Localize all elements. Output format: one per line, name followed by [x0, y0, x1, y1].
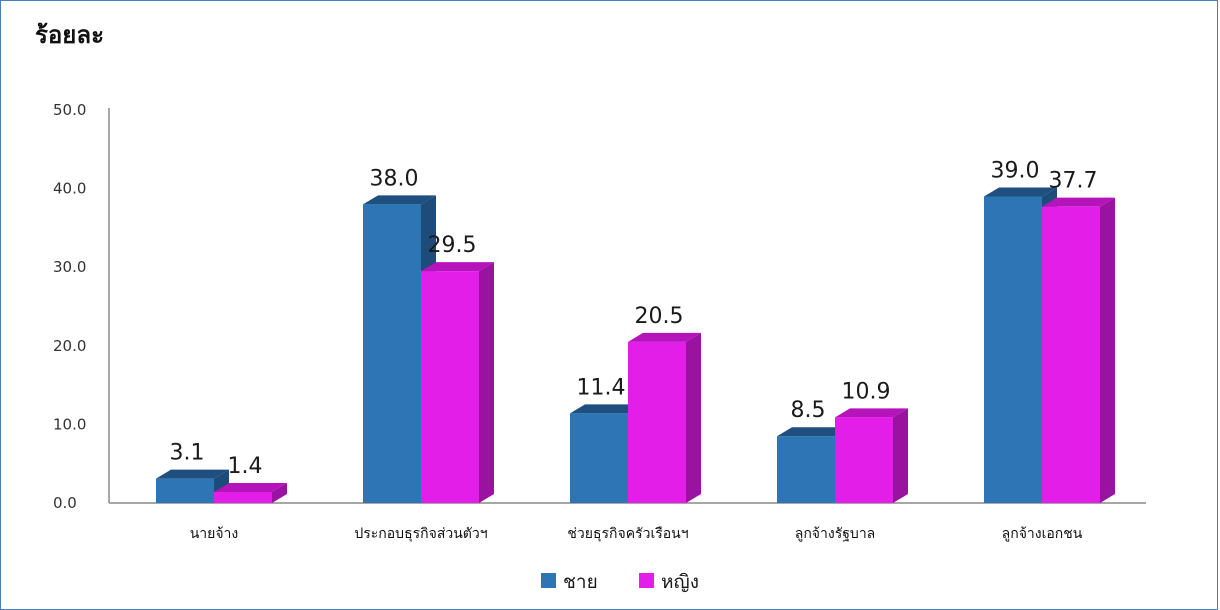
y-tick-label: 40.0 [53, 180, 86, 198]
bar-top [421, 262, 494, 272]
x-tick-label: ลูกจ้างเอกชน [1002, 526, 1083, 542]
bar-side [272, 482, 287, 503]
bar-top [214, 482, 287, 492]
bar-side [893, 408, 908, 503]
bar-top [1042, 197, 1115, 207]
bar-side [479, 262, 494, 503]
y-tick-label: 10.0 [53, 415, 86, 433]
y-tick-label: 50.0 [53, 101, 86, 119]
data-label: 1.4 [228, 454, 263, 479]
y-axis-label: ร้อยละ [35, 21, 104, 49]
bar [628, 341, 686, 503]
bar-top [628, 332, 701, 342]
data-label: 11.4 [577, 375, 626, 400]
data-label: 3.1 [170, 441, 205, 466]
bar [984, 196, 1042, 503]
bar [570, 413, 628, 503]
bar-top [777, 427, 850, 437]
bar-top [570, 404, 643, 414]
legend-swatch [541, 573, 556, 588]
bar [1042, 206, 1100, 504]
bar-side [1100, 197, 1115, 504]
bar [156, 478, 214, 503]
data-label: 29.5 [428, 233, 477, 258]
data-label: 39.0 [991, 158, 1040, 183]
bar-top [984, 187, 1057, 197]
x-tick-label: ประกอบธุรกิจส่วนตัวฯ [354, 526, 487, 542]
bar [421, 271, 479, 503]
bar-top [156, 469, 229, 479]
y-tick-label: 30.0 [53, 258, 86, 276]
data-label: 37.7 [1049, 169, 1098, 194]
data-label: 38.0 [370, 166, 419, 191]
data-label: 8.5 [791, 398, 826, 423]
bar [835, 417, 893, 503]
data-label: 10.9 [842, 379, 891, 404]
bar [363, 204, 421, 503]
legend-label: ชาย [563, 571, 598, 593]
x-tick-label: ช่วยธุรกิจครัวเรือนฯ [567, 526, 688, 542]
y-tick-label: 20.0 [53, 337, 86, 355]
bar-top [835, 408, 908, 418]
legend-swatch [639, 573, 654, 588]
y-tick-label: 0.0 [53, 494, 77, 512]
bar [777, 436, 835, 503]
bar-top [363, 195, 436, 205]
x-tick-label: ลูกจ้างรัฐบาล [795, 526, 876, 542]
bar-side [686, 332, 701, 503]
legend-label: หญิง [661, 571, 699, 593]
x-tick-label: นายจ้าง [190, 526, 239, 542]
bar [214, 491, 272, 503]
data-label: 20.5 [635, 304, 684, 329]
